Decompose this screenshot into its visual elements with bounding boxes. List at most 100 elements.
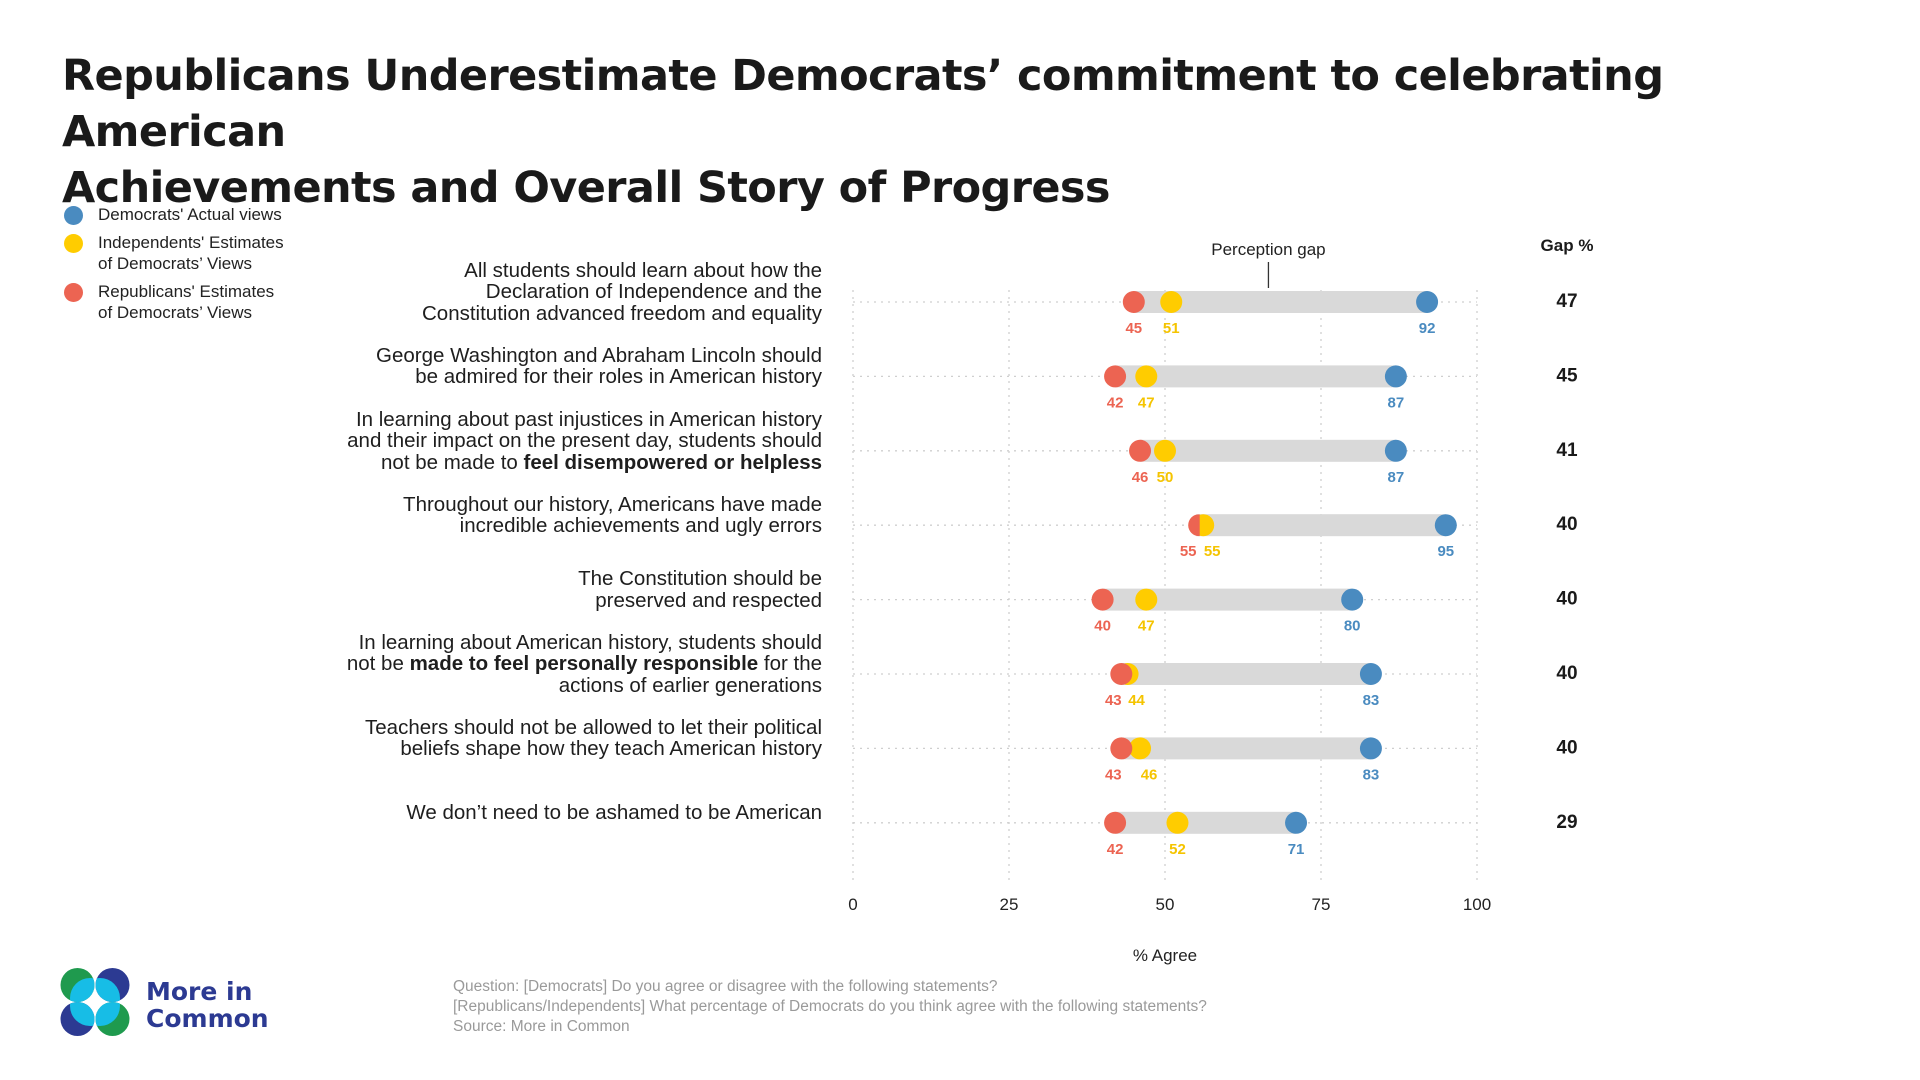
chart-row: 42 47 87 bbox=[853, 365, 1477, 411]
value-label-republicans: 46 bbox=[1132, 469, 1149, 486]
dot-independents bbox=[1135, 365, 1158, 388]
chart-row: 40 47 80 bbox=[853, 588, 1477, 635]
value-label-independents: 51 bbox=[1163, 320, 1180, 337]
title-line-1: Republicans Underestimate Democrats’ com… bbox=[62, 51, 1664, 157]
logo-wordmark: More in Common bbox=[146, 978, 269, 1032]
dot-republicans bbox=[1188, 514, 1200, 537]
dot-democrats bbox=[1359, 737, 1382, 760]
range-bar bbox=[1115, 811, 1297, 834]
footer-source: Source: More in Common bbox=[453, 1018, 630, 1035]
range-bar bbox=[1133, 291, 1428, 313]
chart-rows: 45 51 92 42 47 87 46 50 87 55 55 95 40 47 80 43 44 83 43 46… bbox=[853, 291, 1477, 858]
range-bar bbox=[1115, 365, 1396, 388]
legend: Democrats' Actual views Independents' Es… bbox=[62, 204, 322, 330]
dot-independents bbox=[1160, 291, 1183, 313]
dot-independents bbox=[1135, 588, 1158, 611]
dot-republicans bbox=[1091, 588, 1114, 611]
dot-democrats bbox=[1434, 514, 1457, 537]
gap-value: 41 bbox=[1556, 440, 1578, 461]
gap-column: 47 45 41 40 40 40 40 29 Gap % bbox=[1541, 236, 1594, 833]
row-label: The Constitution should be preserved and … bbox=[578, 567, 822, 612]
value-label-democrats: 83 bbox=[1363, 766, 1380, 783]
dot-democrats bbox=[1341, 588, 1364, 611]
legend-item-independents: Independents' Estimates of Democrats’ Vi… bbox=[62, 232, 322, 274]
chart-row: 42 52 71 bbox=[853, 811, 1477, 858]
legend-label: of Democrats’ Views bbox=[98, 303, 252, 322]
range-bar bbox=[1121, 737, 1371, 760]
row-label: Throughout our history, Americans have m… bbox=[403, 492, 822, 538]
value-label-republicans: 55 bbox=[1180, 543, 1197, 560]
value-label-democrats: 80 bbox=[1344, 618, 1361, 635]
value-label-independents: 47 bbox=[1138, 618, 1155, 635]
value-label-democrats: 95 bbox=[1437, 543, 1454, 560]
x-tick-label: 75 bbox=[1312, 895, 1331, 914]
legend-dot-republicans bbox=[64, 283, 83, 302]
legend-item-republicans: Republicans' Estimates of Democrats’ Vie… bbox=[62, 281, 322, 323]
x-tick-label: 0 bbox=[848, 895, 857, 914]
chart-row: 55 55 95 bbox=[853, 514, 1477, 560]
value-label-democrats: 87 bbox=[1388, 469, 1405, 486]
value-label-republicans: 43 bbox=[1105, 766, 1122, 783]
gap-value: 40 bbox=[1556, 514, 1577, 535]
value-label-republicans: 45 bbox=[1125, 320, 1142, 337]
value-label-independents: 47 bbox=[1138, 394, 1155, 411]
value-label-independents: 44 bbox=[1128, 692, 1145, 709]
gap-value: 40 bbox=[1556, 737, 1577, 758]
row-label: All students should learn about how the D… bbox=[421, 258, 822, 325]
legend-dot-democrats bbox=[64, 206, 83, 225]
logo-line-2: Common bbox=[146, 1004, 269, 1033]
dot-democrats bbox=[1285, 811, 1308, 834]
gap-value: 40 bbox=[1556, 589, 1577, 610]
value-label-independents: 55 bbox=[1204, 543, 1221, 560]
range-bar bbox=[1121, 663, 1371, 685]
dot-democrats bbox=[1416, 291, 1439, 313]
title-line-2: Achievements and Overall Story of Progre… bbox=[62, 163, 1110, 213]
dot-republicans bbox=[1110, 663, 1133, 685]
value-label-republicans: 43 bbox=[1105, 692, 1122, 709]
chart-row: 43 46 83 bbox=[853, 737, 1477, 783]
legend-label: Independents' Estimates bbox=[98, 233, 284, 252]
value-label-democrats: 83 bbox=[1363, 692, 1380, 709]
gap-header: Gap % bbox=[1541, 236, 1594, 255]
row-label: In learning about American history, stud… bbox=[346, 630, 822, 697]
value-label-independents: 46 bbox=[1141, 766, 1158, 783]
gap-value: 47 bbox=[1556, 291, 1577, 312]
chart-title: Republicans Underestimate Democrats’ com… bbox=[62, 48, 1882, 216]
dot-democrats bbox=[1384, 365, 1407, 388]
value-label-republicans: 40 bbox=[1094, 618, 1111, 635]
legend-dot-independents bbox=[64, 234, 83, 253]
range-bar bbox=[1102, 588, 1353, 611]
dot-independents bbox=[1166, 811, 1189, 834]
x-axis-label: % Agree bbox=[1133, 946, 1197, 965]
chart-row: 46 50 87 bbox=[853, 439, 1477, 486]
row-label: Teachers should not be allowed to let th… bbox=[365, 715, 822, 761]
value-label-democrats: 87 bbox=[1388, 394, 1405, 411]
dot-democrats bbox=[1384, 439, 1407, 462]
dot-republicans bbox=[1129, 439, 1152, 462]
legend-label: Republicans' Estimates bbox=[98, 282, 275, 301]
value-label-republicans: 42 bbox=[1107, 394, 1124, 411]
dot-republicans bbox=[1122, 291, 1145, 313]
row-label: In learning about past injustices in Ame… bbox=[347, 407, 822, 474]
row-label: George Washington and Abraham Lincoln sh… bbox=[376, 343, 822, 389]
value-label-independents: 52 bbox=[1169, 841, 1186, 858]
legend-label: Democrats' Actual views bbox=[98, 205, 282, 224]
x-axis: 0 25 50 75 100 % Agree bbox=[848, 895, 1491, 965]
row-label: We don’t need to be ashamed to be Americ… bbox=[406, 801, 822, 825]
range-bar bbox=[1196, 514, 1446, 537]
perception-gap-label: Perception gap bbox=[1211, 240, 1325, 259]
dot-democrats bbox=[1359, 663, 1382, 685]
logo-line-1: More in bbox=[146, 977, 253, 1006]
dot-republicans bbox=[1104, 811, 1127, 834]
x-tick-label: 50 bbox=[1156, 895, 1175, 914]
footer-note: Question: [Democrats] Do you agree or di… bbox=[453, 977, 1207, 1037]
value-label-independents: 50 bbox=[1157, 469, 1174, 486]
legend-label: of Democrats’ Views bbox=[98, 254, 252, 273]
value-label-democrats: 92 bbox=[1419, 320, 1436, 337]
footer-question-2: [Republicans/Independents] What percenta… bbox=[453, 998, 1207, 1015]
x-tick-label: 100 bbox=[1463, 895, 1491, 914]
gap-value: 45 bbox=[1556, 365, 1578, 386]
dot-republicans bbox=[1110, 737, 1133, 760]
gap-value: 40 bbox=[1556, 663, 1577, 684]
